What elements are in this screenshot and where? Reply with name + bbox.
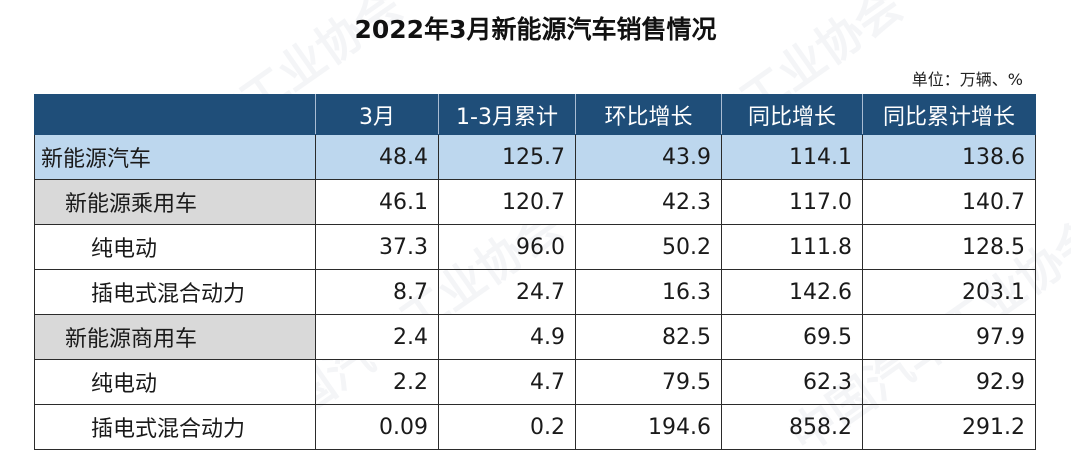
table-cell: 62.3: [721, 359, 863, 405]
unit-label: 单位：万辆、%: [911, 70, 1023, 89]
table-cell: 125.7: [438, 134, 576, 180]
table-row: 插电式混合动力 0.09 0.2 194.6 858.2 291.2: [34, 404, 1036, 450]
table-cell: 0.2: [438, 404, 576, 450]
table-cell: 128.5: [862, 224, 1036, 270]
table-row: 纯电动 37.3 96.0 50.2 111.8 128.5: [34, 224, 1036, 270]
table-cell: 291.2: [862, 404, 1036, 450]
row-label: 插电式混合动力: [34, 404, 316, 450]
table-cell: 0.09: [315, 404, 439, 450]
table-cell: 50.2: [575, 224, 722, 270]
table-cell: 97.9: [862, 314, 1036, 360]
table-cell: 42.3: [575, 179, 722, 225]
table-cell: 858.2: [721, 404, 863, 450]
table-cell: 120.7: [438, 179, 576, 225]
table-cell: 111.8: [721, 224, 863, 270]
table-row: 新能源汽车 48.4 125.7 43.9 114.1 138.6: [34, 134, 1036, 180]
row-label: 纯电动: [34, 359, 316, 405]
row-label: 新能源商用车: [34, 314, 316, 360]
row-label: 纯电动: [34, 224, 316, 270]
table-body: 新能源汽车 48.4 125.7 43.9 114.1 138.6 新能源乘用车 46.1 12…: [34, 134, 1036, 450]
table-cell: 2.2: [315, 359, 439, 405]
table-cell: 16.3: [575, 269, 722, 315]
table-cell: 194.6: [575, 404, 722, 450]
column-header: 1-3月累计: [438, 94, 576, 135]
table-cell: 138.6: [862, 134, 1036, 180]
column-header: 同比增长: [721, 94, 863, 135]
table-cell: 48.4: [315, 134, 439, 180]
table-cell: 37.3: [315, 224, 439, 270]
table-cell: 2.4: [315, 314, 439, 360]
table-cell: 114.1: [721, 134, 863, 180]
row-label: 新能源乘用车: [34, 179, 316, 225]
table-cell: 4.9: [438, 314, 576, 360]
row-label: 新能源汽车: [34, 134, 316, 180]
table-cell: 96.0: [438, 224, 576, 270]
header-row: 3月 1-3月累计 环比增长 同比增长 同比累计增长: [34, 94, 1036, 135]
table-row: 插电式混合动力 8.7 24.7 16.3 142.6 203.1: [34, 269, 1036, 315]
table-cell: 4.7: [438, 359, 576, 405]
table-row: 新能源乘用车 46.1 120.7 42.3 117.0 140.7: [34, 179, 1036, 225]
table-cell: 46.1: [315, 179, 439, 225]
sales-table: 3月 1-3月累计 环比增长 同比增长 同比累计增长 新能源汽车 48.4 125.…: [34, 94, 1036, 450]
table-cell: 24.7: [438, 269, 576, 315]
table-cell: 69.5: [721, 314, 863, 360]
table-cell: 43.9: [575, 134, 722, 180]
column-header: [34, 94, 316, 135]
table-cell: 82.5: [575, 314, 722, 360]
table-row: 纯电动 2.2 4.7 79.5 62.3 92.9: [34, 359, 1036, 405]
page-title: 2022年3月新能源汽车销售情况: [354, 15, 717, 44]
row-label: 插电式混合动力: [34, 269, 316, 315]
table-cell: 117.0: [721, 179, 863, 225]
table-cell: 203.1: [862, 269, 1036, 315]
column-header: 同比累计增长: [862, 94, 1036, 135]
column-header: 3月: [315, 94, 439, 135]
table-cell: 142.6: [721, 269, 863, 315]
table-cell: 140.7: [862, 179, 1036, 225]
table-cell: 79.5: [575, 359, 722, 405]
table-cell: 92.9: [862, 359, 1036, 405]
table-row: 新能源商用车 2.4 4.9 82.5 69.5 97.9: [34, 314, 1036, 360]
column-header: 环比增长: [575, 94, 722, 135]
table-cell: 8.7: [315, 269, 439, 315]
